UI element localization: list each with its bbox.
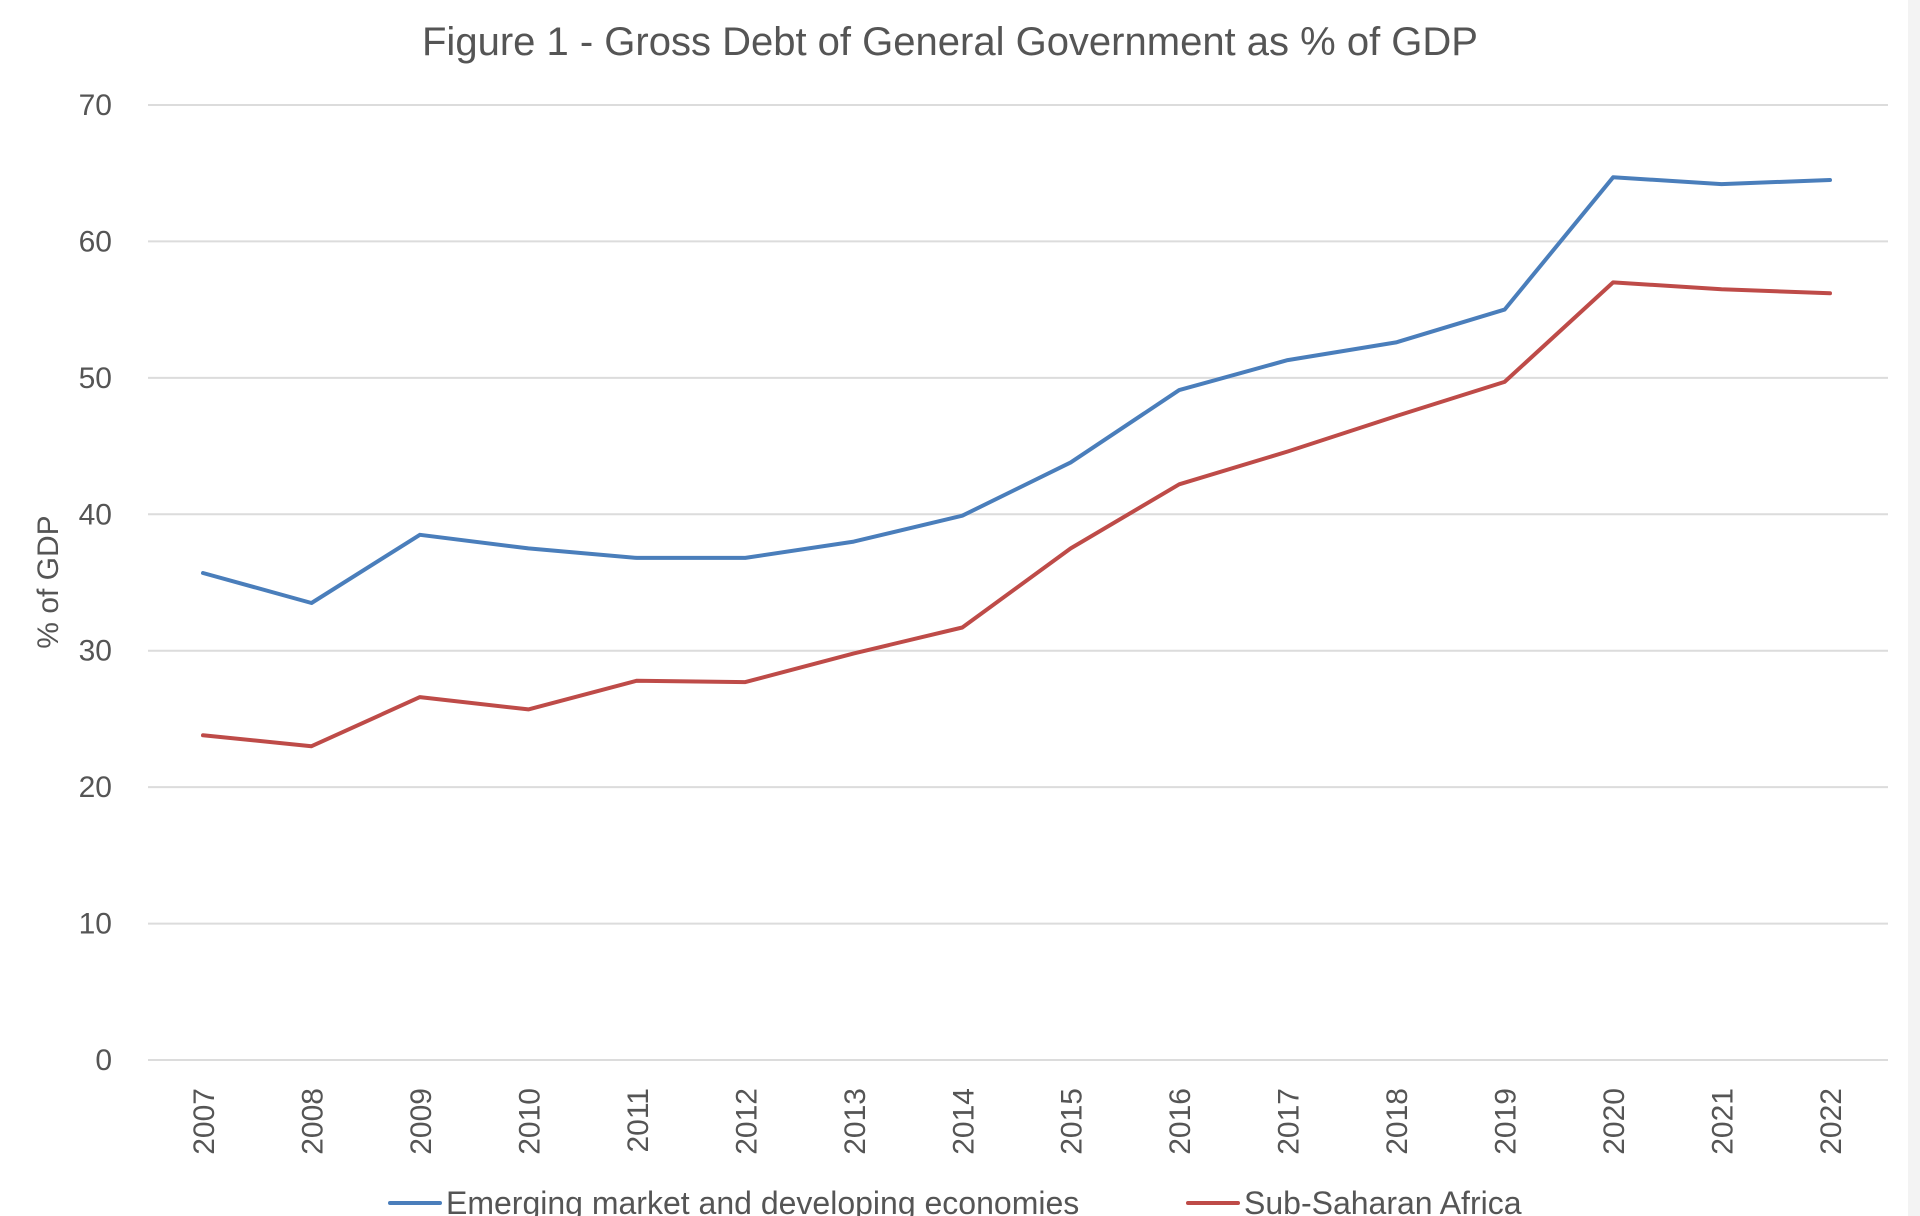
legend-label: Emerging market and developing economies — [446, 1185, 1079, 1216]
x-tick-label: 2022 — [1815, 1088, 1848, 1155]
y-tick-label: 70 — [79, 89, 112, 122]
x-tick-label: 2009 — [405, 1088, 438, 1155]
y-axis-ticks: 0 10 20 30 40 50 60 70 — [79, 89, 112, 1077]
x-tick-label: 2019 — [1490, 1088, 1523, 1155]
y-tick-label: 10 — [79, 908, 112, 941]
x-tick-label: 2007 — [188, 1088, 221, 1155]
series-line-emerging-markets — [201, 175, 1832, 605]
right-edge-strip — [1908, 0, 1920, 1216]
x-tick-label: 2017 — [1273, 1088, 1306, 1155]
x-tick-label: 2012 — [730, 1088, 763, 1155]
x-tick-label: 2021 — [1707, 1088, 1740, 1155]
gridlines — [148, 104, 1888, 1061]
y-tick-label: 0 — [95, 1044, 112, 1077]
legend-label: Sub-Saharan Africa — [1244, 1185, 1522, 1216]
series-lines — [201, 175, 1832, 749]
y-tick-label: 30 — [79, 635, 112, 668]
x-tick-label: 2016 — [1164, 1088, 1197, 1155]
x-tick-label: 2008 — [296, 1088, 329, 1155]
x-tick-label: 2015 — [1056, 1088, 1089, 1155]
x-axis-ticks: 2007 2008 2009 2010 2011 2012 2013 2014 2015 2016… — [188, 1088, 1848, 1155]
series-line-sub-saharan-africa — [201, 280, 1832, 749]
chart-title: Figure 1 - Gross Debt of General Governm… — [422, 20, 1478, 64]
x-tick-label: 2018 — [1381, 1088, 1414, 1155]
y-tick-label: 60 — [79, 225, 112, 258]
x-tick-label: 2013 — [839, 1088, 872, 1155]
x-tick-label: 2010 — [513, 1088, 546, 1155]
x-tick-label: 2011 — [622, 1088, 655, 1153]
legend: Emerging market and developing economies… — [388, 1185, 1522, 1216]
x-tick-label: 2020 — [1598, 1088, 1631, 1155]
x-tick-label: 2014 — [947, 1088, 980, 1155]
y-axis-label: % of GDP — [32, 515, 65, 648]
y-tick-label: 50 — [79, 362, 112, 395]
y-tick-label: 40 — [79, 498, 112, 531]
y-tick-label: 20 — [79, 771, 112, 804]
